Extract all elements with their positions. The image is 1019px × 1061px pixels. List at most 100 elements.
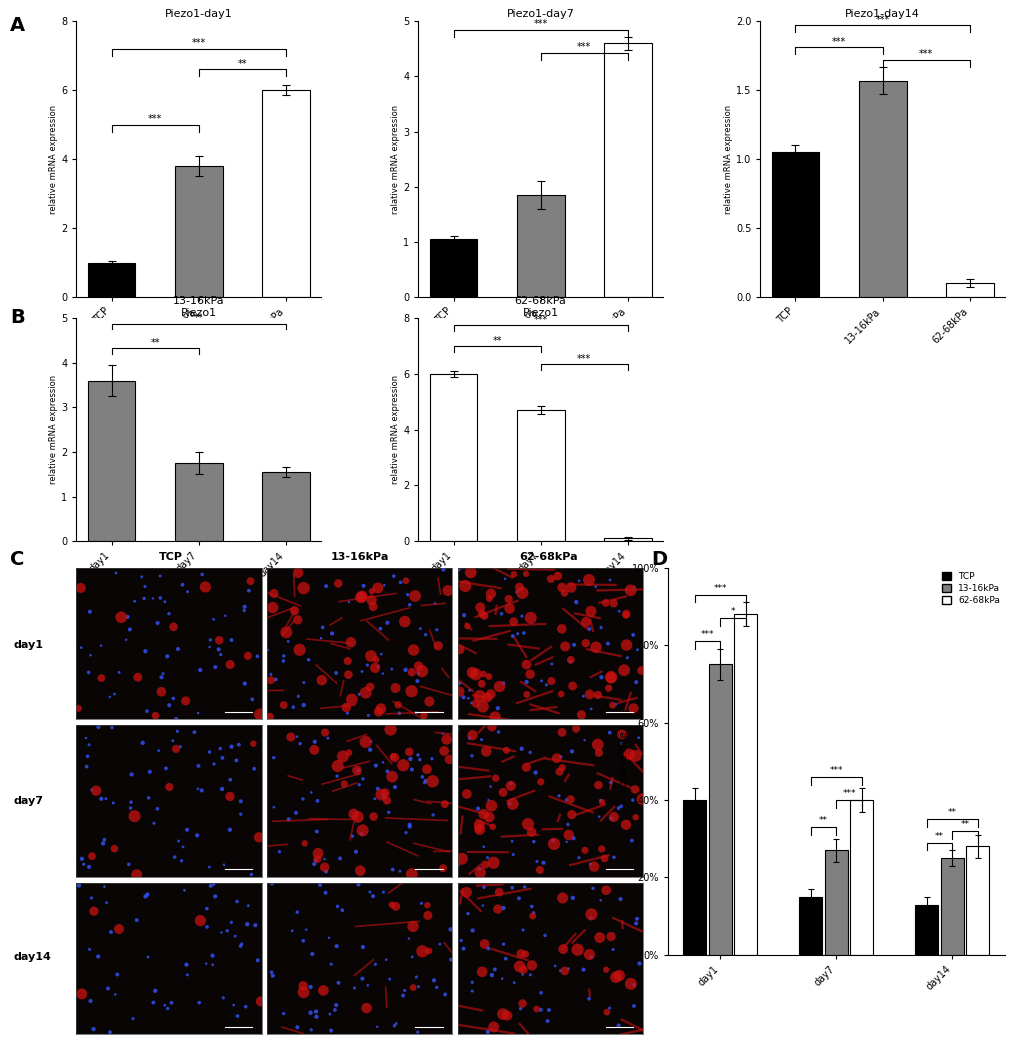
Point [223, 914, 239, 930]
Point [106, 840, 122, 857]
Point [137, 578, 153, 595]
Point [123, 766, 140, 783]
Point [410, 978, 426, 995]
Point [350, 762, 366, 779]
Point [204, 947, 220, 964]
Point [607, 969, 624, 986]
Point [558, 833, 575, 850]
Point [525, 904, 541, 921]
Point [221, 788, 237, 805]
Point [514, 608, 530, 625]
Point [140, 886, 156, 903]
Point [378, 951, 394, 968]
Point [459, 785, 475, 802]
Point [535, 854, 551, 871]
Point [73, 850, 90, 867]
Bar [799, 897, 821, 955]
Point [379, 614, 395, 631]
Point [577, 634, 593, 651]
Bar [603, 44, 651, 297]
Point [328, 996, 344, 1013]
Point [514, 966, 530, 982]
Point [232, 793, 249, 810]
Point [316, 858, 332, 875]
Point [367, 659, 383, 676]
Point [596, 850, 612, 867]
Point [279, 633, 296, 650]
Point [476, 936, 492, 953]
Point [103, 923, 119, 940]
Text: **: ** [934, 832, 944, 840]
Point [587, 578, 603, 595]
Point [417, 772, 433, 789]
Point [528, 1001, 544, 1017]
Point [424, 750, 440, 767]
Point [288, 1019, 305, 1036]
Text: B: B [10, 308, 24, 327]
Point [622, 581, 638, 598]
Point [347, 843, 364, 860]
Point [170, 833, 186, 850]
Point [124, 1010, 141, 1027]
Point [301, 651, 317, 668]
Point [354, 588, 370, 605]
Point [553, 724, 570, 741]
Point [156, 996, 172, 1013]
Point [427, 595, 443, 612]
Point [364, 582, 380, 599]
Point [613, 726, 630, 743]
Point [551, 962, 568, 979]
Point [343, 691, 360, 708]
Point [470, 800, 486, 817]
Point [227, 927, 244, 944]
Point [536, 927, 552, 944]
Point [434, 725, 450, 742]
Point [472, 864, 488, 881]
Point [611, 890, 628, 907]
Point [525, 833, 541, 850]
Point [387, 679, 404, 696]
Point [505, 974, 522, 991]
Point [389, 696, 406, 713]
Point [409, 673, 425, 690]
Point [244, 691, 260, 708]
Point [475, 838, 491, 855]
Point [625, 700, 641, 717]
Point [353, 825, 369, 842]
Point [426, 972, 442, 989]
Point [324, 625, 340, 642]
Point [477, 856, 493, 873]
Point [407, 588, 423, 605]
Point [204, 956, 220, 973]
Point [161, 779, 177, 796]
Point [296, 674, 312, 691]
Point [81, 858, 97, 875]
Point [394, 756, 411, 773]
Point [545, 835, 561, 852]
Point [363, 733, 379, 750]
Point [75, 856, 92, 873]
Point [546, 957, 562, 974]
Point [235, 602, 252, 619]
Bar [824, 850, 847, 955]
Point [587, 639, 603, 656]
Bar [770, 153, 818, 297]
Point [627, 781, 643, 798]
Point [288, 728, 305, 745]
Point [282, 729, 299, 746]
Point [82, 941, 98, 958]
Point [245, 735, 261, 752]
Point [280, 811, 297, 828]
Point [475, 805, 491, 822]
Point [522, 967, 538, 984]
Point [377, 784, 393, 801]
Point [294, 790, 311, 807]
Point [363, 647, 379, 664]
Point [152, 568, 168, 585]
Text: **: ** [150, 337, 160, 348]
Point [585, 858, 601, 875]
Point [626, 976, 642, 993]
Point [494, 784, 511, 801]
Point [483, 718, 499, 735]
Point [107, 986, 123, 1003]
